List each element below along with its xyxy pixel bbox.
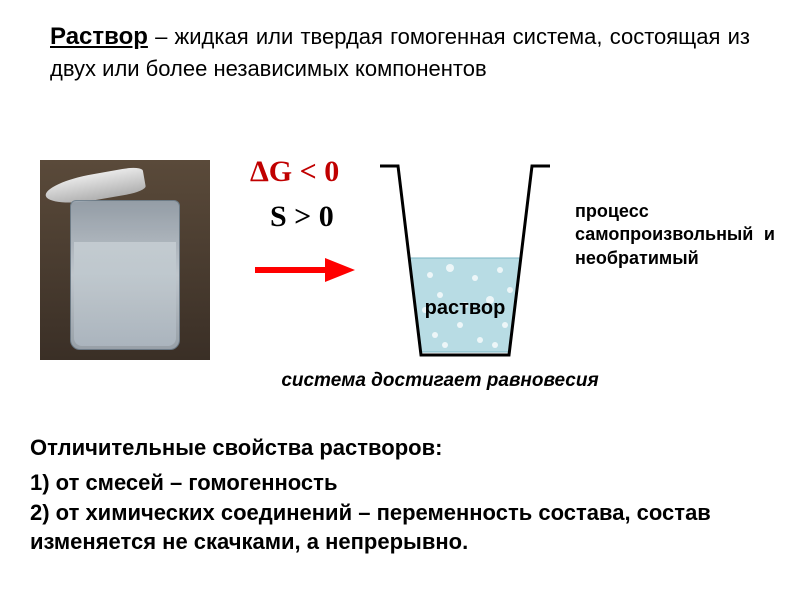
definition-body: – жидкая или твердая гомогенная система,… (50, 24, 750, 81)
beaker-label: раствор (380, 297, 550, 320)
solution-photo (40, 160, 210, 360)
beaker-diagram: раствор (380, 160, 550, 360)
entropy-formula: S > 0 (270, 200, 334, 234)
properties-list: 1) от смесей – гомогенность 2) от химиче… (30, 468, 770, 557)
property-item: 1) от смесей – гомогенность (30, 468, 770, 498)
glass-icon (70, 200, 180, 350)
property-item: 2) от химических соединений – переменнос… (30, 498, 770, 557)
photo-background (40, 160, 210, 360)
process-description: процесс самопроизвольный и необратимый (575, 200, 775, 270)
water-icon (74, 242, 176, 346)
definition-term: Раствор (50, 23, 148, 50)
arrow-icon (250, 250, 360, 295)
properties-heading: Отличительные свойства растворов: (30, 435, 442, 461)
equilibrium-caption: система достигает равновесия (280, 370, 600, 392)
definition-paragraph: Раствор – жидкая или твердая гомогенная … (50, 20, 750, 84)
delta-g-formula: ΔG < 0 (250, 155, 339, 189)
